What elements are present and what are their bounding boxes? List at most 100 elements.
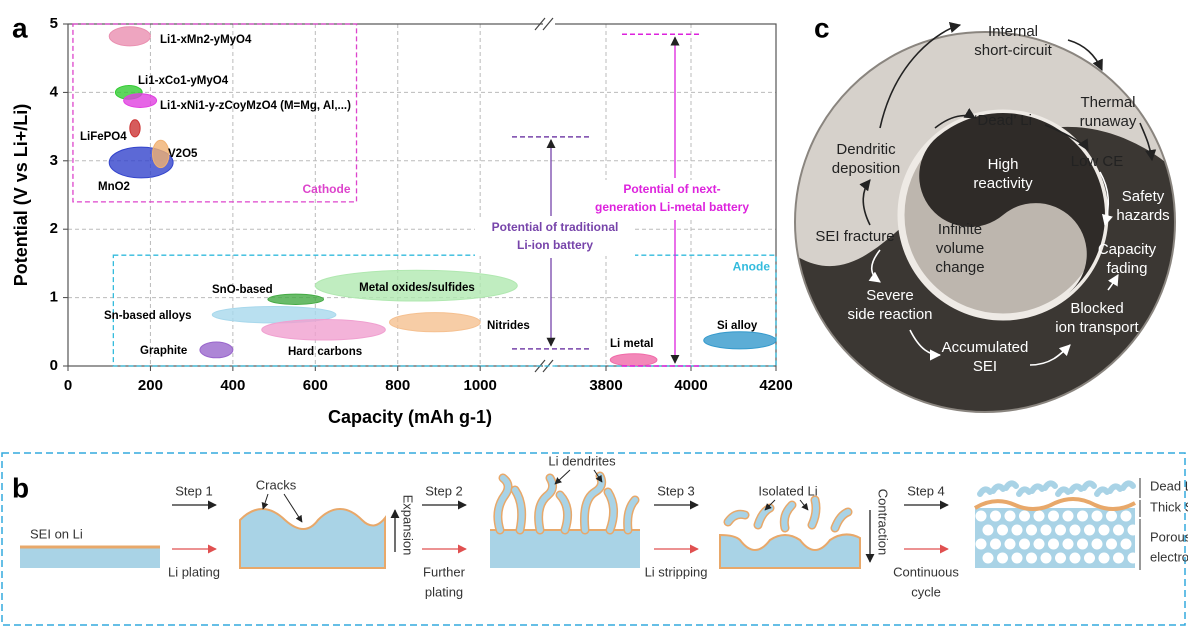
dead-li <box>1003 480 1019 491</box>
range-label-bg <box>592 180 752 218</box>
x-tick-label: 400 <box>220 377 245 394</box>
cause-effect-label: Blocked <box>1070 300 1123 317</box>
x-tick-label: 1000 <box>463 377 496 394</box>
cause-effect-label: SEI fracture <box>815 228 894 245</box>
layer-label: Dead Li <box>1150 478 1188 493</box>
break-mark <box>542 17 554 31</box>
pore <box>1040 552 1052 564</box>
panel-label: a <box>12 12 28 43</box>
layer-label: Porous <box>1150 529 1188 544</box>
x-tick-label: 4200 <box>759 377 792 394</box>
pore <box>1091 510 1103 522</box>
electrode <box>239 508 386 569</box>
electrode <box>490 530 640 568</box>
region-box <box>72 23 358 203</box>
pore <box>1069 552 1081 564</box>
material-label: Graphite <box>140 345 187 357</box>
pore <box>975 510 987 522</box>
annotation: SEI on Li <box>30 526 83 541</box>
illustration <box>795 32 1175 412</box>
y-tick-label: 1 <box>50 289 58 306</box>
action-label: Continuous <box>893 564 959 579</box>
yin-yang <box>919 113 1105 294</box>
y-tick-label: 2 <box>50 220 58 237</box>
material-range <box>211 305 337 324</box>
panel-frame <box>1 452 1186 626</box>
cause-effect-label: reactivity <box>973 175 1033 192</box>
pore <box>1120 538 1132 550</box>
material-label: LiFePO4 <box>80 131 127 143</box>
step-label: Step 4 <box>907 483 945 498</box>
cause-effect-label: side reaction <box>847 306 932 323</box>
pore <box>1019 538 1030 550</box>
pore <box>1011 524 1023 536</box>
step-label: Step 1 <box>175 483 213 498</box>
cause-effect-label: Accumulated <box>942 339 1029 356</box>
range-label-bg <box>475 218 635 256</box>
cause-effect-label: Capacity <box>1098 241 1157 258</box>
dead-li <box>1081 480 1097 491</box>
action-label: Li stripping <box>645 564 708 579</box>
y-axis-title: Potential (V vs Li+/Li) <box>11 104 31 287</box>
pore <box>1106 510 1117 522</box>
annotation: Li dendrites <box>548 453 616 468</box>
annotation: Isolated Li <box>758 483 817 498</box>
pore <box>1120 510 1132 522</box>
dead-li <box>1029 483 1045 494</box>
isolated-li <box>781 502 795 531</box>
region-label: Cathode <box>303 182 351 196</box>
cause-effect-label: Dendritic <box>836 141 896 158</box>
material-label: Si alloy <box>717 320 758 332</box>
pore <box>1011 552 1023 564</box>
x-tick-label: 200 <box>138 377 163 394</box>
cause-effect-label: change <box>935 259 984 276</box>
cause-effect-label: Low CE <box>1071 153 1124 170</box>
pore <box>1048 538 1059 550</box>
annotation: Contraction <box>876 489 891 555</box>
pore <box>1004 538 1016 550</box>
y-tick-label: 3 <box>50 152 58 169</box>
dead-li <box>1094 486 1110 497</box>
flow-arrow <box>1067 39 1103 72</box>
layer-label: electrode <box>1150 549 1188 564</box>
cause-effect-label: Internal <box>988 23 1038 40</box>
pore <box>1113 552 1124 564</box>
material-label: Li1-xMn2-yMyO4 <box>160 34 252 46</box>
pointer <box>261 493 269 510</box>
pointer <box>764 499 776 511</box>
dendrite <box>557 492 571 533</box>
layer-label: Thick SEI <box>1150 499 1188 514</box>
dead-li <box>1055 486 1071 497</box>
pore <box>975 538 987 550</box>
material-range <box>199 341 234 359</box>
cause-effect-label: Thermal <box>1080 94 1135 111</box>
cause-effect-label: SEI <box>973 358 997 375</box>
material-label: Li metal <box>610 338 653 350</box>
range-label: Potential of next- <box>623 182 720 196</box>
pore <box>1026 552 1037 564</box>
pore <box>1062 510 1074 522</box>
pointer <box>593 469 603 483</box>
material-range <box>108 26 151 47</box>
thick-sei <box>973 497 1136 511</box>
isolated-li <box>725 511 748 525</box>
flow-arrow <box>879 22 962 129</box>
pore <box>1084 552 1095 564</box>
pointer <box>554 469 571 485</box>
x-tick-label: 0 <box>64 377 72 394</box>
electrode <box>20 548 160 568</box>
flow-arrow <box>868 249 881 283</box>
pore <box>1026 524 1037 536</box>
cause-effect-label: fading <box>1107 260 1148 277</box>
x-axis-title: Capacity (mAh g-1) <box>328 407 492 427</box>
cause-effect-label: Infinite <box>938 221 982 238</box>
flow-arrow <box>1029 344 1071 366</box>
pore <box>1033 510 1045 522</box>
dendrite <box>494 475 511 533</box>
y-tick-label: 4 <box>50 83 59 100</box>
pore <box>1048 510 1059 522</box>
pore <box>982 524 994 536</box>
pore <box>1077 510 1088 522</box>
cause-effect-label: deposition <box>832 160 900 177</box>
action-label: plating <box>425 584 463 599</box>
